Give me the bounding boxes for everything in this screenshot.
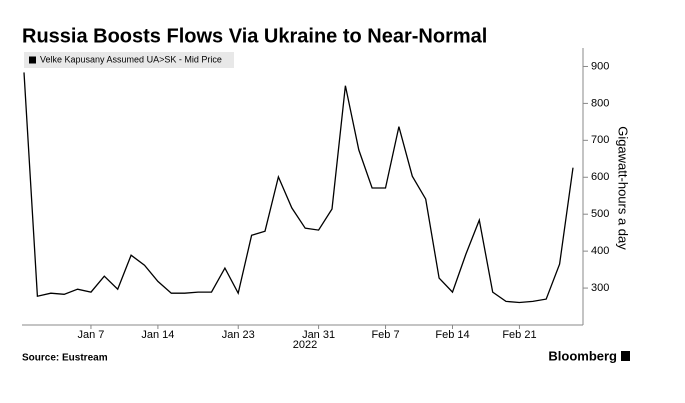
series-line: [23, 72, 574, 304]
legend-label: Velke Kapusany Assumed UA>SK - Mid Price: [40, 54, 222, 64]
legend-swatch: [29, 56, 36, 64]
y-tick-label: 500: [591, 208, 609, 220]
x-tick-label: Jan 14: [141, 329, 174, 341]
y-tick-label: 600: [591, 171, 609, 183]
x-tick-label: Feb 21: [502, 329, 536, 341]
x-tick-label: Feb 14: [435, 329, 469, 341]
x-tick-label: Jan 31: [302, 329, 335, 341]
chart-title: Russia Boosts Flows Via Ukraine to Near-…: [22, 25, 487, 47]
legend-bg: [24, 52, 234, 68]
y-tick-label: 300: [591, 282, 609, 294]
x-tick-label: Feb 7: [371, 329, 399, 341]
source: Source: Eustream: [22, 353, 108, 364]
x-tick-label: Jan 7: [77, 329, 104, 341]
y-tick-label: 400: [591, 245, 609, 257]
brand: Bloomberg: [548, 348, 617, 363]
plot-area: [22, 48, 583, 325]
x-axis-year: 2022: [293, 339, 317, 351]
y-tick-label: 800: [591, 97, 609, 109]
y-tick-label: 700: [591, 134, 609, 146]
x-tick-label: Jan 23: [222, 329, 255, 341]
y-tick-label: 900: [591, 60, 609, 72]
brand-icon: [621, 351, 630, 361]
y-axis-label: Gigawatt-hours a day: [616, 126, 631, 250]
